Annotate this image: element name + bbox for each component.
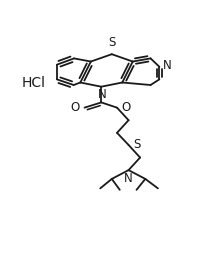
Text: HCl: HCl [22,76,46,90]
Text: N: N [163,59,172,72]
Text: S: S [108,36,115,49]
Text: S: S [133,138,141,151]
Text: O: O [121,101,130,114]
Text: N: N [97,89,106,101]
Text: N: N [124,172,133,185]
Text: O: O [71,101,80,114]
